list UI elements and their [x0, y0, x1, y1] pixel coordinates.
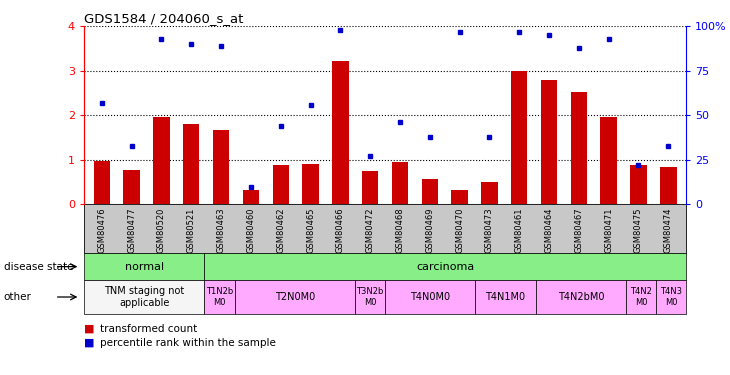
Text: disease state: disease state: [4, 262, 73, 272]
Bar: [630, 165, 647, 204]
Bar: [511, 71, 528, 204]
Text: T1N2b
M0: T1N2b M0: [206, 287, 233, 307]
Bar: [541, 80, 557, 204]
Bar: [213, 130, 229, 204]
Bar: [153, 117, 169, 204]
Bar: [362, 171, 378, 204]
Bar: [481, 182, 498, 204]
Text: GDS1584 / 204060_s_at: GDS1584 / 204060_s_at: [84, 12, 243, 25]
Text: carcinoma: carcinoma: [416, 262, 474, 272]
Bar: [302, 164, 319, 204]
Text: TNM staging not
applicable: TNM staging not applicable: [104, 286, 184, 308]
Bar: [242, 190, 259, 204]
Bar: [601, 117, 617, 204]
Text: normal: normal: [125, 262, 164, 272]
Text: T4N1M0: T4N1M0: [485, 292, 526, 302]
Text: T4N0M0: T4N0M0: [410, 292, 450, 302]
Text: T2N0M0: T2N0M0: [274, 292, 315, 302]
Bar: [451, 190, 468, 204]
Text: ■: ■: [84, 324, 94, 334]
Text: other: other: [4, 292, 31, 302]
Bar: [332, 61, 348, 204]
Text: transformed count: transformed count: [100, 324, 197, 334]
Bar: [422, 178, 438, 204]
Bar: [123, 170, 140, 204]
Bar: [272, 165, 289, 204]
Text: T4N3
M0: T4N3 M0: [660, 287, 682, 307]
Bar: [571, 92, 587, 204]
Bar: [392, 162, 408, 204]
Text: T4N2
M0: T4N2 M0: [630, 287, 652, 307]
Bar: [660, 166, 677, 204]
Text: T4N2bM0: T4N2bM0: [558, 292, 604, 302]
Text: T3N2b
M0: T3N2b M0: [356, 287, 384, 307]
Text: ■: ■: [84, 338, 94, 348]
Bar: [93, 161, 110, 204]
Text: percentile rank within the sample: percentile rank within the sample: [100, 338, 276, 348]
Bar: [183, 124, 199, 204]
